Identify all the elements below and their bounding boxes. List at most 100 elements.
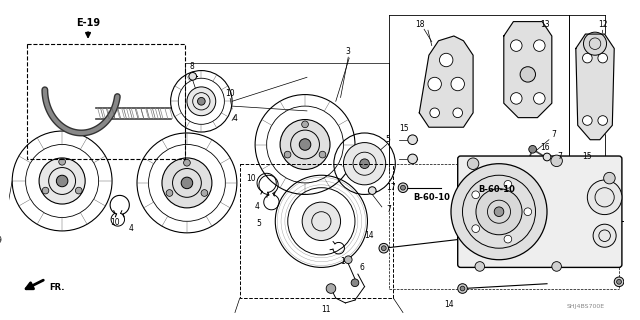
Circle shape xyxy=(534,93,545,104)
Text: 4: 4 xyxy=(255,203,259,212)
Circle shape xyxy=(453,108,463,118)
Circle shape xyxy=(598,53,607,63)
Circle shape xyxy=(511,93,522,104)
Circle shape xyxy=(198,98,205,105)
Text: B-60-10: B-60-10 xyxy=(479,185,515,194)
Circle shape xyxy=(184,159,190,166)
Text: 15: 15 xyxy=(399,124,409,133)
Text: 10: 10 xyxy=(110,218,120,227)
Polygon shape xyxy=(576,34,614,140)
Circle shape xyxy=(379,244,388,253)
Circle shape xyxy=(460,286,465,291)
Text: 14: 14 xyxy=(444,300,454,309)
Text: 15: 15 xyxy=(582,153,592,162)
Circle shape xyxy=(408,135,417,145)
Circle shape xyxy=(576,169,586,178)
Circle shape xyxy=(166,190,173,196)
Circle shape xyxy=(76,187,82,194)
Text: 8: 8 xyxy=(189,62,194,71)
Circle shape xyxy=(451,77,465,91)
Circle shape xyxy=(369,187,376,195)
Circle shape xyxy=(59,158,65,165)
Circle shape xyxy=(189,73,196,80)
Text: 7: 7 xyxy=(557,153,562,162)
Circle shape xyxy=(398,183,408,193)
Text: 4: 4 xyxy=(232,114,237,123)
Text: 16: 16 xyxy=(540,143,550,152)
Circle shape xyxy=(302,202,340,241)
Circle shape xyxy=(344,256,352,264)
Circle shape xyxy=(430,108,440,118)
Text: 4: 4 xyxy=(129,225,134,234)
FancyBboxPatch shape xyxy=(458,156,622,268)
Circle shape xyxy=(39,158,85,204)
Circle shape xyxy=(451,164,547,260)
Circle shape xyxy=(475,262,484,271)
Circle shape xyxy=(56,175,68,187)
Circle shape xyxy=(529,146,536,153)
Circle shape xyxy=(284,151,291,158)
Polygon shape xyxy=(419,36,473,127)
Circle shape xyxy=(588,180,622,215)
Circle shape xyxy=(582,53,592,63)
Text: 9: 9 xyxy=(0,236,1,245)
Circle shape xyxy=(614,277,624,287)
Circle shape xyxy=(408,154,417,164)
Circle shape xyxy=(187,87,216,116)
Circle shape xyxy=(524,208,532,216)
Text: 5: 5 xyxy=(385,135,390,144)
Circle shape xyxy=(344,143,386,185)
Circle shape xyxy=(593,224,616,247)
Circle shape xyxy=(467,158,479,170)
Circle shape xyxy=(504,235,512,243)
Text: 1: 1 xyxy=(340,257,345,266)
Circle shape xyxy=(580,188,590,197)
Text: 17: 17 xyxy=(387,183,396,192)
Circle shape xyxy=(604,172,615,184)
Circle shape xyxy=(280,120,330,170)
Circle shape xyxy=(201,190,208,196)
Circle shape xyxy=(472,191,479,199)
Circle shape xyxy=(476,189,522,235)
Text: 5: 5 xyxy=(257,219,261,228)
Circle shape xyxy=(300,139,311,150)
Circle shape xyxy=(511,40,522,52)
Text: B-60-10: B-60-10 xyxy=(413,193,450,202)
Circle shape xyxy=(301,121,308,128)
Circle shape xyxy=(351,279,359,287)
Text: 12: 12 xyxy=(598,20,607,29)
Text: 10: 10 xyxy=(225,89,235,98)
Circle shape xyxy=(458,284,467,293)
Text: 11: 11 xyxy=(321,305,331,314)
Circle shape xyxy=(584,32,607,55)
Circle shape xyxy=(552,262,561,271)
Circle shape xyxy=(381,246,386,251)
Circle shape xyxy=(504,180,512,188)
Text: 7: 7 xyxy=(551,131,556,140)
Circle shape xyxy=(598,116,607,125)
Text: 18: 18 xyxy=(415,20,425,29)
Circle shape xyxy=(428,77,442,91)
Text: 14: 14 xyxy=(365,231,374,240)
Circle shape xyxy=(326,284,336,293)
Circle shape xyxy=(472,225,479,233)
Circle shape xyxy=(181,177,193,189)
Text: 3: 3 xyxy=(346,47,351,56)
Circle shape xyxy=(162,158,212,208)
Text: E-19: E-19 xyxy=(76,18,100,28)
Circle shape xyxy=(520,67,536,82)
Text: 13: 13 xyxy=(540,20,550,29)
Circle shape xyxy=(582,116,592,125)
Circle shape xyxy=(319,151,326,158)
Circle shape xyxy=(42,187,49,194)
Circle shape xyxy=(534,40,545,52)
Text: 10: 10 xyxy=(246,174,256,183)
Circle shape xyxy=(440,53,453,67)
Circle shape xyxy=(401,185,405,190)
Circle shape xyxy=(360,159,369,169)
Circle shape xyxy=(551,155,563,167)
Circle shape xyxy=(494,207,504,217)
Text: SHJ4BS700E: SHJ4BS700E xyxy=(566,304,605,309)
Circle shape xyxy=(543,153,551,161)
Text: 6: 6 xyxy=(359,263,364,272)
